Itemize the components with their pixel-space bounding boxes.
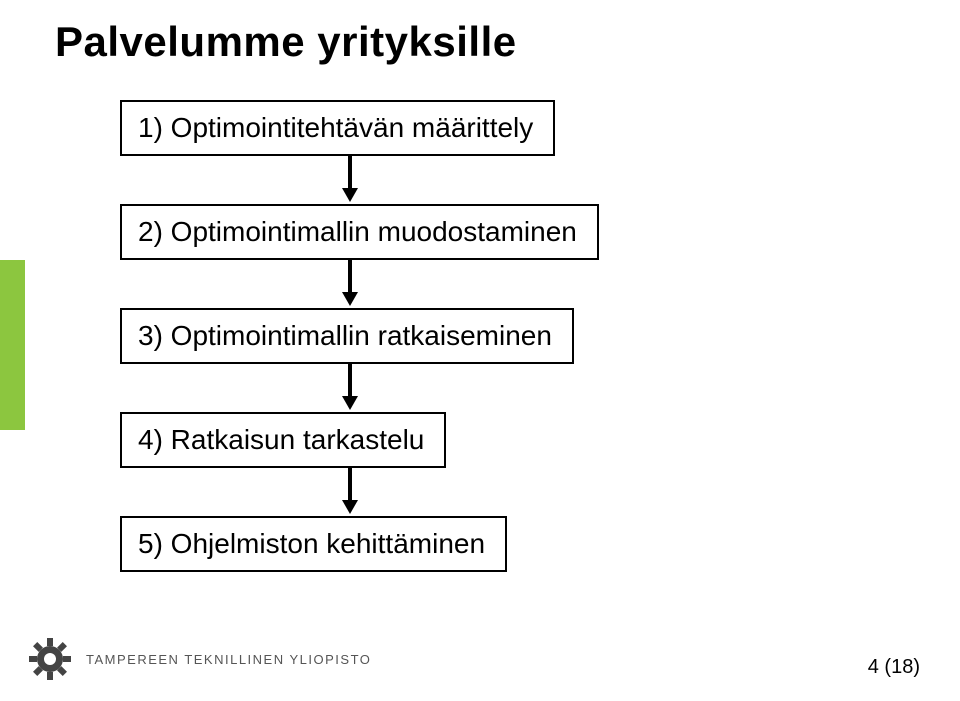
footer: TAMPEREEN TEKNILLINEN YLIOPISTO xyxy=(28,637,371,681)
arrow-down-icon xyxy=(338,156,362,204)
step-1: 1) Optimointitehtävän määrittely xyxy=(120,100,555,156)
page-title: Palvelumme yrityksille xyxy=(55,18,517,66)
footer-org: TAMPEREEN TEKNILLINEN YLIOPISTO xyxy=(86,652,371,667)
arrow-down-icon xyxy=(338,364,362,412)
step-5: 5) Ohjelmiston kehittäminen xyxy=(120,516,507,572)
arrow-1 xyxy=(40,156,660,204)
arrow-down-icon xyxy=(338,468,362,516)
arrow-3 xyxy=(40,364,660,412)
page-number: 4 (18) xyxy=(868,656,920,679)
arrow-4 xyxy=(40,468,660,516)
step-3: 3) Optimointimallin ratkaiseminen xyxy=(120,308,574,364)
gear-logo-icon xyxy=(28,637,72,681)
step-4: 4) Ratkaisun tarkastelu xyxy=(120,412,446,468)
arrow-down-icon xyxy=(338,260,362,308)
flowchart: 1) Optimointitehtävän määrittely 2) Opti… xyxy=(120,100,740,572)
step-2: 2) Optimointimallin muodostaminen xyxy=(120,204,599,260)
arrow-2 xyxy=(40,260,660,308)
side-accent-bar xyxy=(0,260,25,430)
